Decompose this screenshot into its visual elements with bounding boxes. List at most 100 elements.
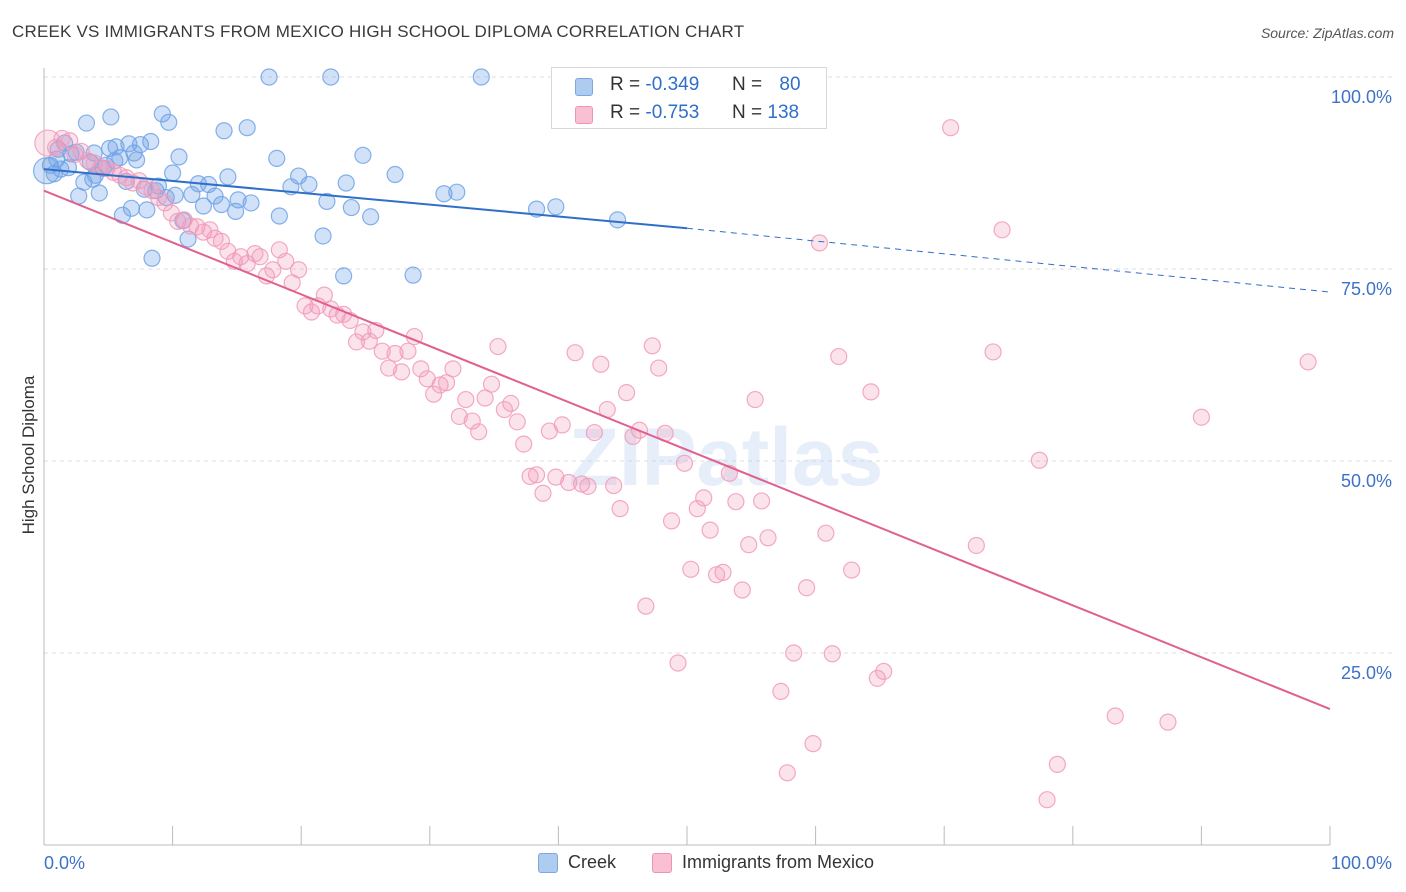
point-mexico [156, 194, 174, 212]
point-creek [77, 114, 96, 132]
point-mexico [797, 579, 816, 597]
point-mexico [579, 477, 597, 495]
point-mexico [373, 342, 391, 360]
trend-lines [43, 168, 1331, 710]
point-mexico [143, 182, 161, 200]
point-mexico [169, 212, 187, 230]
point-mexico [91, 159, 110, 177]
point-creek [107, 138, 125, 156]
legend-swatch-mexico [652, 852, 672, 873]
point-creek [472, 68, 490, 86]
trend-line-creek-extension [686, 227, 1331, 293]
point-mexico [772, 682, 790, 701]
point-mexico [823, 645, 841, 663]
point-creek [335, 267, 353, 285]
point-mexico [669, 654, 687, 672]
stats-r-label: R = [610, 74, 641, 95]
grid [44, 76, 1392, 654]
point-mexico [804, 735, 822, 753]
point-mexico [1299, 353, 1317, 371]
stats-row-mexico: R = -0.753 N = 138 [552, 102, 826, 128]
point-creek [268, 149, 286, 168]
point-creek [260, 68, 278, 86]
legend-item-creek[interactable]: Creek [538, 852, 616, 873]
y-tick-label: 75.0% [1341, 279, 1392, 299]
point-mexico [46, 139, 65, 157]
point-mexico [527, 466, 546, 484]
stats-swatch-creek [575, 78, 593, 96]
point-mexico [251, 248, 269, 266]
legend-label-creek: Creek [568, 852, 617, 872]
x-tick-label-max: 100.0% [1331, 853, 1392, 873]
point-mexico [463, 412, 481, 430]
point-mexico [296, 297, 314, 315]
y-tick-label: 25.0% [1341, 663, 1392, 683]
y-tick-label: 50.0% [1341, 471, 1392, 491]
point-creek [147, 182, 165, 200]
point-mexico [733, 581, 751, 599]
point-mexico [444, 360, 462, 378]
point-mexico [437, 374, 456, 392]
point-creek [142, 132, 160, 151]
point-creek [448, 183, 466, 201]
point-mexico [232, 248, 250, 266]
point-mexico [201, 221, 219, 239]
stats-swatch-mexico [575, 106, 593, 124]
point-mexico [675, 454, 694, 472]
point-mexico [611, 500, 629, 518]
point-creek [270, 207, 288, 225]
point-mexico [585, 423, 604, 442]
point-mexico [843, 561, 861, 579]
point-creek [102, 108, 120, 126]
point-mexico [302, 303, 321, 321]
point-mexico [534, 484, 552, 502]
legend-item-mexico[interactable]: Immigrants from Mexico [652, 852, 874, 873]
point-creek [143, 249, 161, 267]
trend-line-creek [43, 168, 688, 230]
point-mexico [862, 383, 880, 401]
y-axis-label: High School Diploma [19, 375, 38, 534]
point-mexico [1030, 451, 1048, 469]
point-creek [90, 184, 108, 202]
point-mexico [508, 413, 526, 431]
point-mexico [354, 323, 372, 341]
point-mexico [470, 423, 488, 441]
point-creek [127, 151, 146, 169]
point-mexico [412, 360, 430, 378]
point-creek [354, 146, 372, 164]
point-mexico [560, 473, 578, 492]
point-creek [362, 208, 380, 226]
point-mexico [212, 232, 231, 250]
point-mexico [778, 764, 796, 782]
point-mexico [380, 359, 398, 377]
point-mexico [662, 512, 681, 530]
point-mexico [392, 363, 411, 381]
point-mexico [1159, 713, 1177, 731]
point-mexico [476, 389, 494, 407]
point-mexico [759, 529, 777, 547]
point-mexico [277, 252, 295, 270]
stats-n-value: 138 [767, 102, 800, 123]
point-creek [337, 174, 355, 192]
point-mexico [868, 669, 886, 687]
point-creek [131, 135, 150, 154]
point-creek [608, 211, 627, 229]
point-mexico [695, 489, 713, 507]
point-creek [219, 168, 237, 186]
point-mexico [1106, 707, 1124, 725]
chart-title: CREEK VS IMMIGRANTS FROM MEXICO HIGH SCH… [12, 22, 745, 41]
point-mexico [399, 342, 417, 360]
point-mexico [875, 662, 893, 681]
stats-row-creek: R = -0.349 N = 80 [552, 74, 826, 100]
point-creek [229, 191, 247, 209]
point-creek [160, 113, 178, 131]
legend: Creek Immigrants from Mexico [0, 852, 1406, 878]
point-creek [547, 198, 565, 216]
point-mexico [515, 435, 533, 453]
point-creek [194, 197, 213, 215]
point-mexico [1038, 791, 1056, 809]
point-creek [170, 148, 188, 166]
point-creek [111, 149, 129, 167]
point-creek [215, 122, 233, 140]
